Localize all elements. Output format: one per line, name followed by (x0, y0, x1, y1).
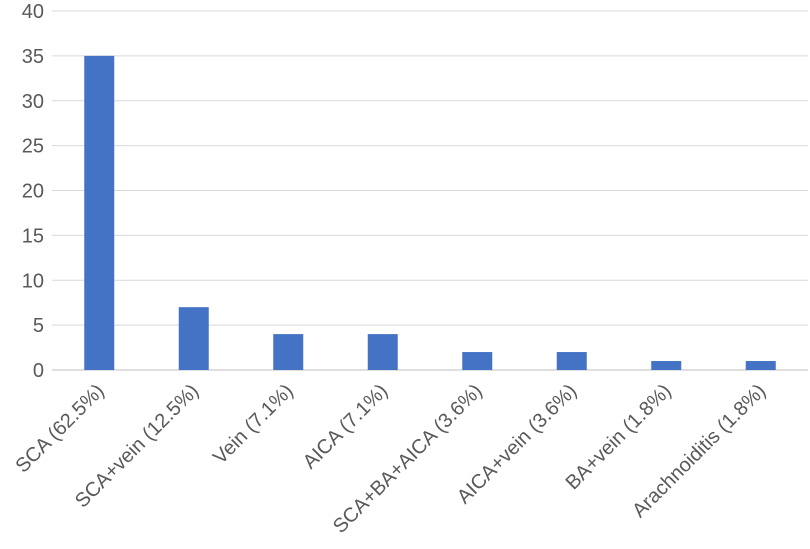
gridlines (52, 10, 808, 326)
bar (745, 361, 776, 370)
y-tick-label: 0 (33, 360, 44, 382)
y-tick-label: 5 (33, 315, 44, 337)
y-tick-label: 40 (22, 1, 44, 23)
x-axis-category-labels: SCA (62.5%)SCA+vein (12.5%) Vein (7.1%) AI… (11, 380, 770, 538)
bar (178, 307, 209, 370)
y-tick-label: 15 (22, 225, 44, 247)
x-category-label: SCA (62.5%) (11, 380, 108, 477)
bar (84, 55, 115, 370)
y-tick-label: 30 (22, 91, 44, 113)
bar (651, 361, 682, 370)
y-tick-label: 35 (22, 46, 44, 68)
x-category-label: AICA (7.1%) (299, 380, 392, 473)
bar (556, 352, 587, 370)
y-tick-label: 25 (22, 136, 44, 158)
y-tick-label: 10 (22, 270, 44, 292)
bar (273, 334, 304, 370)
bar (367, 334, 398, 370)
bars (84, 55, 776, 370)
bar (462, 352, 493, 370)
y-tick-label: 20 (22, 181, 44, 203)
x-category-label: Vein (7.1%) (209, 380, 298, 469)
y-axis-tick-labels: 0 5 10 15 20 25 30 35 40 (22, 1, 44, 382)
